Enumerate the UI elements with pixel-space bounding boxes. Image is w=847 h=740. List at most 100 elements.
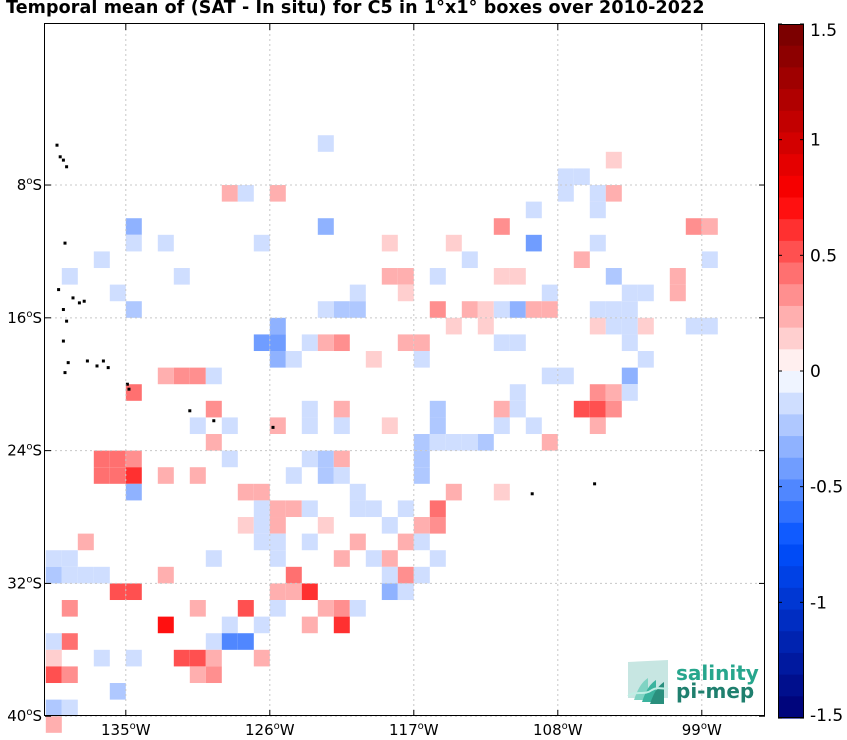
lat-tick-label: 8oS <box>17 176 42 194</box>
bias-cell <box>605 317 622 335</box>
bias-cell <box>301 334 318 352</box>
colorbar-tick-label: 1 <box>810 131 821 151</box>
bias-cell <box>45 566 62 584</box>
colorbar-swatch <box>778 674 804 697</box>
bias-cell <box>589 400 606 418</box>
bias-cell <box>301 500 318 518</box>
bias-cell <box>285 583 302 601</box>
colorbar-tick-label: -1.5 <box>810 706 843 726</box>
bias-cell <box>269 417 286 435</box>
bias-cell <box>269 550 286 567</box>
bias-cell <box>125 218 142 235</box>
bias-cell <box>445 483 462 501</box>
bias-cell <box>413 450 430 468</box>
bias-cell <box>557 168 574 186</box>
bias-cell <box>349 600 366 617</box>
bias-cell <box>445 317 462 335</box>
bias-cell <box>509 301 526 318</box>
bias-cell <box>189 467 206 484</box>
bias-cell <box>381 517 398 534</box>
bias-cell <box>125 234 142 252</box>
bias-cell <box>189 666 206 684</box>
bias-cell <box>477 434 494 451</box>
bias-cell <box>701 317 718 335</box>
bias-cell <box>237 483 254 501</box>
lat-tick-label: 40oS <box>7 707 42 725</box>
bias-cell <box>541 434 558 451</box>
bias-cell <box>317 517 334 534</box>
bias-cell <box>429 301 446 318</box>
bias-cell <box>157 566 174 584</box>
bias-cell <box>205 666 222 684</box>
bias-cell <box>381 417 398 435</box>
bias-cell <box>429 550 446 567</box>
bias-cell <box>317 334 334 352</box>
island-marker <box>593 482 597 486</box>
bias-cell <box>221 633 238 650</box>
bias-cell <box>61 566 78 584</box>
bias-cell <box>333 616 350 634</box>
colorbar-swatch <box>778 327 804 350</box>
bias-cell <box>221 450 238 468</box>
bias-cell <box>429 268 446 285</box>
colorbar-swatch <box>778 219 804 242</box>
bias-cell <box>157 367 174 385</box>
bias-cell <box>365 351 382 368</box>
bias-cell <box>365 500 382 518</box>
colorbar-swatch <box>778 89 804 112</box>
bias-cell <box>269 317 286 335</box>
bias-cell <box>205 633 222 650</box>
colorbar-swatch <box>778 197 804 220</box>
bias-cell <box>269 351 286 368</box>
bias-cell <box>125 467 142 484</box>
bias-cell <box>429 400 446 418</box>
bias-cell <box>237 185 254 202</box>
bias-cell <box>253 483 270 501</box>
bias-cell <box>269 185 286 202</box>
bias-cell <box>445 434 462 451</box>
island-marker <box>95 364 99 368</box>
bias-cell <box>253 517 270 534</box>
bias-cell <box>381 234 398 252</box>
colorbar-tick-label: 0.5 <box>810 246 837 266</box>
bias-cell <box>157 467 174 484</box>
lon-tick-label: 117oW <box>389 721 439 739</box>
colorbar-tick-label: -0.5 <box>810 478 843 498</box>
bias-cell <box>109 450 126 468</box>
bias-cell <box>237 633 254 650</box>
bias-cell <box>365 550 382 567</box>
bias-cell <box>125 450 142 468</box>
island-marker <box>57 288 61 292</box>
colorbar-swatch <box>778 566 804 589</box>
bias-cell <box>189 649 206 667</box>
island-marker <box>61 158 65 162</box>
bias-cell <box>45 716 62 733</box>
bias-cell <box>701 218 718 235</box>
island-marker <box>65 319 69 323</box>
colorbar-swatch <box>778 587 804 611</box>
bias-cell <box>541 301 558 318</box>
bias-cell <box>477 301 494 318</box>
bias-cell <box>205 649 222 667</box>
logo-line-2: pi-mep <box>676 679 754 703</box>
bias-cell <box>221 185 238 202</box>
bias-cell <box>605 301 622 318</box>
island-marker <box>530 492 534 496</box>
bias-cell <box>253 533 270 551</box>
bias-cell <box>285 500 302 518</box>
bias-cell <box>301 616 318 634</box>
bias-cell <box>61 699 78 717</box>
island-marker <box>66 361 70 365</box>
colorbar-swatch <box>778 436 804 459</box>
island-marker <box>188 409 192 413</box>
bias-cell <box>493 301 510 318</box>
bias-cell <box>253 649 270 667</box>
bias-cell <box>93 467 110 484</box>
bias-cell <box>557 185 574 202</box>
bias-cell <box>157 616 174 634</box>
bias-cell <box>205 434 222 451</box>
bias-cell <box>333 467 350 484</box>
bias-cell <box>269 533 286 551</box>
bias-cell <box>493 417 510 435</box>
bias-cell <box>221 616 238 634</box>
